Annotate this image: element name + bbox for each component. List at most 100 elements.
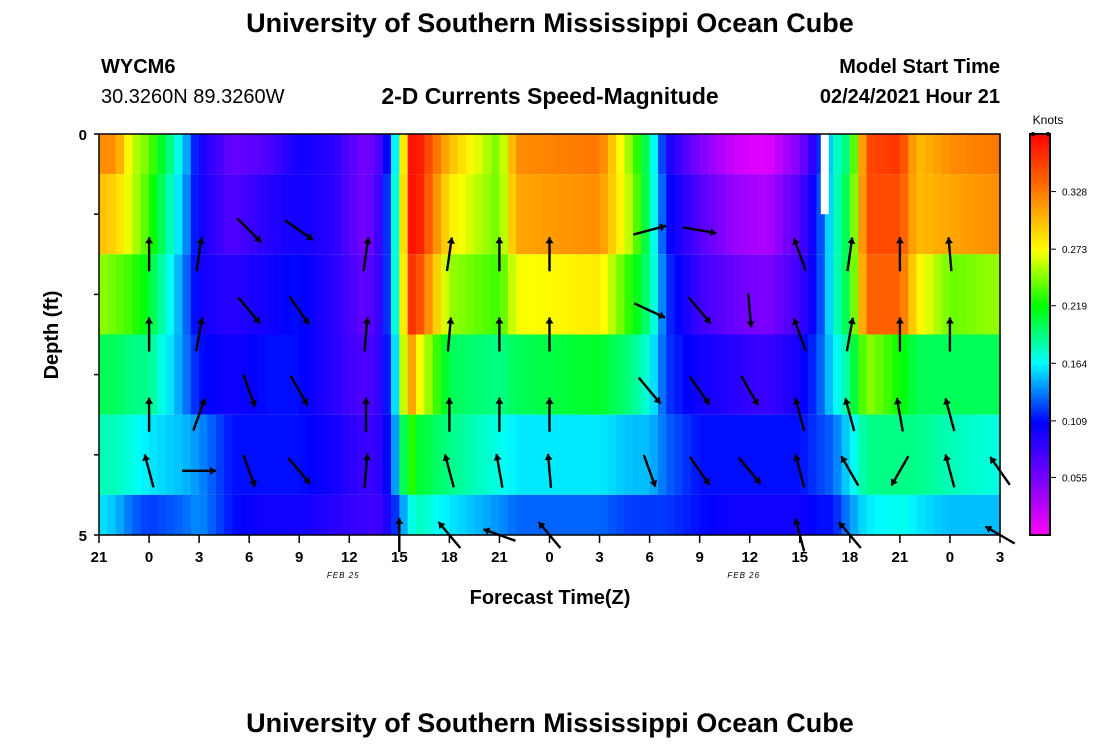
heatmap-cell <box>416 174 425 255</box>
heatmap-cell <box>466 334 476 415</box>
heatmap-cell <box>599 414 609 495</box>
colorbar-tick-label: 0.055 <box>1062 473 1087 484</box>
heatmap-cell <box>549 494 559 535</box>
heatmap-cell <box>557 494 567 535</box>
heatmap-cell <box>274 414 284 495</box>
heatmap-cell <box>841 334 851 415</box>
heatmap-cell <box>541 494 551 535</box>
heatmap-cell <box>532 174 542 255</box>
heatmap-cell <box>340 334 350 415</box>
heatmap-cell <box>649 134 659 175</box>
heatmap-cell <box>632 174 642 255</box>
footer-title: University of Southern Mississippi Ocean… <box>246 708 854 738</box>
heatmap-cell <box>115 414 125 495</box>
heatmap-cell <box>249 174 259 255</box>
vector-arrowhead <box>495 397 504 404</box>
heatmap-cell <box>449 174 459 255</box>
heatmap-cell <box>390 134 400 175</box>
y-axis: 05 <box>79 127 99 545</box>
current-vector <box>287 457 312 485</box>
heatmap-cell <box>724 334 734 415</box>
heatmap-cell <box>524 334 534 415</box>
heatmap-cell <box>274 134 284 175</box>
heatmap-cell <box>949 334 959 415</box>
heatmap-cell <box>724 174 734 255</box>
current-vector <box>362 397 370 432</box>
heatmap-cell <box>724 254 734 335</box>
heatmap-cell <box>190 494 200 535</box>
current-vector <box>192 398 207 432</box>
heatmap-cell <box>891 494 901 535</box>
heatmap-cell <box>649 254 659 335</box>
x-tick-label: 0 <box>545 549 553 566</box>
heatmap-cell <box>482 334 492 415</box>
x-tick-label: 3 <box>996 549 1004 566</box>
heatmap-cell <box>249 334 259 415</box>
heatmap-cell <box>824 174 834 255</box>
x-tick-label: 21 <box>892 549 909 566</box>
heatmap-cell <box>124 254 133 335</box>
heatmap-cell <box>332 414 342 495</box>
heatmap-cell <box>182 174 192 255</box>
heatmap-cell <box>157 174 167 255</box>
vector-arrowhead <box>709 228 717 237</box>
vector-arrowhead <box>145 237 154 244</box>
colorbar: Knots 0.328 0.273 0.219 0.164 0.109 0.055 <box>1029 113 1087 536</box>
heatmap-cell <box>182 254 192 335</box>
heatmap-cell <box>949 494 959 535</box>
heatmap-cell <box>499 334 509 415</box>
heatmap-cell <box>215 334 225 415</box>
heatmap-cell <box>232 414 242 495</box>
heatmap-cell <box>115 254 125 335</box>
heatmap-cell <box>357 334 367 415</box>
vector-arrowhead <box>793 454 801 462</box>
heatmap-cell <box>482 254 492 335</box>
heatmap-cell <box>532 134 542 175</box>
current-vector <box>642 454 658 488</box>
heatmap-cell <box>741 414 751 495</box>
heatmap-cell <box>357 134 367 175</box>
heatmap-cell <box>541 254 551 335</box>
heatmap-cell <box>749 414 759 495</box>
heatmap-cell <box>382 174 392 255</box>
heatmap-cell <box>766 254 776 335</box>
heatmap-row <box>99 134 1001 175</box>
heatmap-cell <box>616 334 626 415</box>
vector-arrowhead <box>703 316 711 324</box>
heatmap-cell <box>908 254 918 335</box>
heatmap-row <box>99 174 1001 255</box>
heatmap-cell <box>390 334 400 415</box>
heatmap-cell <box>382 494 392 535</box>
heatmap-cell <box>966 174 976 255</box>
heatmap-cell <box>733 134 742 175</box>
heatmap-cell <box>257 174 267 255</box>
heatmap-cell <box>549 414 559 495</box>
heatmap-cell <box>374 414 384 495</box>
heatmap-cell <box>207 334 217 415</box>
heatmap-cell <box>674 134 684 175</box>
heatmap-cell <box>290 414 300 495</box>
current-vector <box>182 466 217 475</box>
heatmap-cell <box>457 174 467 255</box>
heatmap-cell <box>607 134 617 175</box>
x-tick-label: 21 <box>91 549 108 566</box>
heatmap-cell <box>657 334 667 415</box>
current-vector <box>633 302 666 319</box>
x-tick-label: 18 <box>441 549 458 566</box>
heatmap-cell <box>549 254 559 335</box>
current-vector <box>688 456 711 486</box>
y-tick-label: 0 <box>79 127 87 144</box>
heatmap-cell <box>516 134 526 175</box>
vector-arrowhead <box>446 317 455 324</box>
heatmap-cell <box>849 134 859 175</box>
heatmap-cell <box>607 334 617 415</box>
heatmap-cell <box>899 254 909 335</box>
heatmap-cell <box>257 414 267 495</box>
heatmap-cell <box>224 494 234 535</box>
colorbar-tick-label: 0.164 <box>1062 359 1087 370</box>
vector-arrowhead <box>303 476 311 484</box>
chart-subtitle: 2-D Currents Speed-Magnitude <box>381 83 719 109</box>
current-vector <box>945 317 954 352</box>
heatmap-cell <box>507 414 517 495</box>
heatmap-cell <box>274 494 284 535</box>
